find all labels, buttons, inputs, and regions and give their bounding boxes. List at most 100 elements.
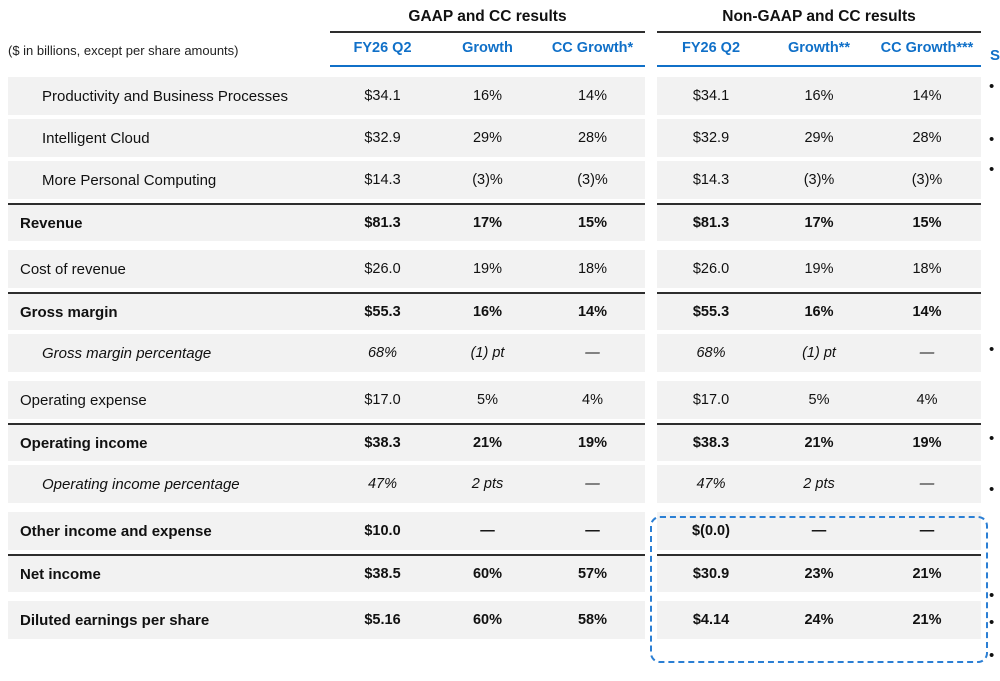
value-cell: (3)% <box>911 172 943 188</box>
value-cell: $34.1 <box>692 88 730 104</box>
value-cell: 57% <box>577 566 608 582</box>
value-cell: — <box>811 523 827 539</box>
table-row: Gross margin percentage 68% (1) pt — 68% (1) … <box>8 334 981 372</box>
value-cell: 14% <box>912 88 942 104</box>
table-row: Diluted earnings per share $5.16 60% 58% $4.… <box>8 601 981 639</box>
value-cell: 47% <box>696 476 726 492</box>
row-label: Other income and expense <box>20 522 212 540</box>
value-cell: $26.0 <box>692 261 730 277</box>
value-cell: $55.3 <box>364 304 401 320</box>
non-gaap-band: $17.0 5% 4% <box>657 381 981 419</box>
value-cell: 16% <box>804 304 834 320</box>
table-row: Intelligent Cloud $32.9 29% 28% $32.9 29% 28% <box>8 119 981 157</box>
non-gaap-band: 68% (1) pt — <box>657 334 981 372</box>
value-cell: 21% <box>912 612 942 628</box>
value-cell: 68% <box>367 345 398 361</box>
non-gaap-band: $38.3 21% 19% <box>657 423 981 461</box>
gaap-band: Operating income percentage 47% 2 pts — <box>8 465 645 503</box>
non-gaap-group-title: Non-GAAP and CC results <box>722 8 916 25</box>
gaap-column-headers: FY26 Q2 Growth CC Growth* <box>330 40 645 67</box>
results-table: GAAP and CC results Non-GAAP and CC resu… <box>8 8 988 663</box>
value-cell: 18% <box>577 261 608 277</box>
cropped-bullet: • <box>989 131 995 148</box>
non-gaap-band: $26.0 19% 18% <box>657 250 981 288</box>
value-cell: 14% <box>577 88 608 104</box>
table-row: Productivity and Business Processes $34.1… <box>8 77 981 115</box>
column-header: CC Growth* <box>551 40 634 56</box>
value-cell: (3)% <box>803 172 835 188</box>
units-note: ($ in billions, except per share amounts… <box>8 43 239 58</box>
group-gap <box>645 601 657 639</box>
non-gaap-band: $55.3 16% 14% <box>657 292 981 330</box>
value-cell: 19% <box>472 261 503 277</box>
cropped-bullet: • <box>989 614 995 631</box>
value-cell: $4.14 <box>692 612 730 628</box>
cropped-bullet: • <box>989 587 995 604</box>
value-cell: — <box>919 345 935 361</box>
value-cell: $38.3 <box>692 435 730 451</box>
value-cell: 15% <box>912 215 942 231</box>
gaap-band: Intelligent Cloud $32.9 29% 28% <box>8 119 645 157</box>
cropped-bullet: • <box>989 647 995 664</box>
value-cell: (1) pt <box>470 345 505 361</box>
non-gaap-band: 47% 2 pts — <box>657 465 981 503</box>
value-cell: $17.0 <box>692 392 730 408</box>
cropped-bullet: • <box>989 341 995 358</box>
cropped-heading-text: S <box>990 47 1000 64</box>
gaap-group-title: GAAP and CC results <box>408 8 567 25</box>
table-row: Cost of revenue $26.0 19% 18% $26.0 19% 18% <box>8 250 981 288</box>
value-cell: $81.3 <box>364 215 401 231</box>
value-cell: — <box>585 523 600 539</box>
row-label: Diluted earnings per share <box>20 611 210 629</box>
value-cell: 17% <box>804 215 834 231</box>
value-cell: (3)% <box>577 172 608 188</box>
row-label: Gross margin <box>20 303 118 321</box>
gaap-band: More Personal Computing $14.3 (3)% (3)% <box>8 161 645 199</box>
value-cell: 29% <box>804 130 834 146</box>
row-label: Revenue <box>20 214 83 232</box>
group-titles-row: GAAP and CC results Non-GAAP and CC resu… <box>8 8 981 33</box>
value-cell: — <box>919 523 935 539</box>
gaap-band: Diluted earnings per share $5.16 60% 58% <box>8 601 645 639</box>
gaap-band: Net income $38.5 60% 57% <box>8 554 645 592</box>
cropped-bullet: • <box>989 78 995 95</box>
column-header: Growth** <box>787 40 851 56</box>
cropped-bullet: • <box>989 430 995 447</box>
gaap-group-header: GAAP and CC results <box>330 8 645 33</box>
value-cell: 5% <box>477 392 498 408</box>
value-cell: $38.3 <box>364 435 401 451</box>
value-cell: $14.3 <box>364 172 401 188</box>
value-cell: 19% <box>804 261 834 277</box>
value-cell: 16% <box>472 304 503 320</box>
value-cell: 17% <box>472 215 503 231</box>
cropped-bullet: • <box>989 161 995 178</box>
table-row: Net income $38.5 60% 57% $30.9 23% 21% <box>8 554 981 592</box>
column-header: Growth <box>462 40 513 56</box>
row-label: Gross margin percentage <box>42 344 212 362</box>
group-gap <box>645 77 657 115</box>
group-gap <box>645 381 657 419</box>
non-gaap-band: $34.1 16% 14% <box>657 77 981 115</box>
gaap-band: Productivity and Business Processes $34.1… <box>8 77 645 115</box>
value-cell: 58% <box>577 612 608 628</box>
value-cell: — <box>585 476 600 492</box>
value-cell: 4% <box>916 392 938 408</box>
row-label: Operating income <box>20 434 148 452</box>
group-gap <box>645 554 657 592</box>
value-cell: $34.1 <box>364 88 401 104</box>
group-gap <box>645 512 657 550</box>
non-gaap-band: $14.3 (3)% (3)% <box>657 161 981 199</box>
value-cell: 28% <box>912 130 942 146</box>
value-cell: 21% <box>804 435 834 451</box>
table-body: Productivity and Business Processes $34.1… <box>8 77 988 663</box>
table-row: Operating income percentage 47% 2 pts — 47% 2… <box>8 465 981 503</box>
non-gaap-group-header: Non-GAAP and CC results <box>657 8 981 33</box>
non-gaap-band: $81.3 17% 15% <box>657 203 981 241</box>
value-cell: $55.3 <box>692 304 730 320</box>
column-header: CC Growth*** <box>880 40 974 56</box>
group-gap <box>645 465 657 503</box>
group-gap <box>645 423 657 461</box>
value-cell: $17.0 <box>364 392 401 408</box>
group-gap <box>645 161 657 199</box>
row-label: Cost of revenue <box>20 260 126 278</box>
